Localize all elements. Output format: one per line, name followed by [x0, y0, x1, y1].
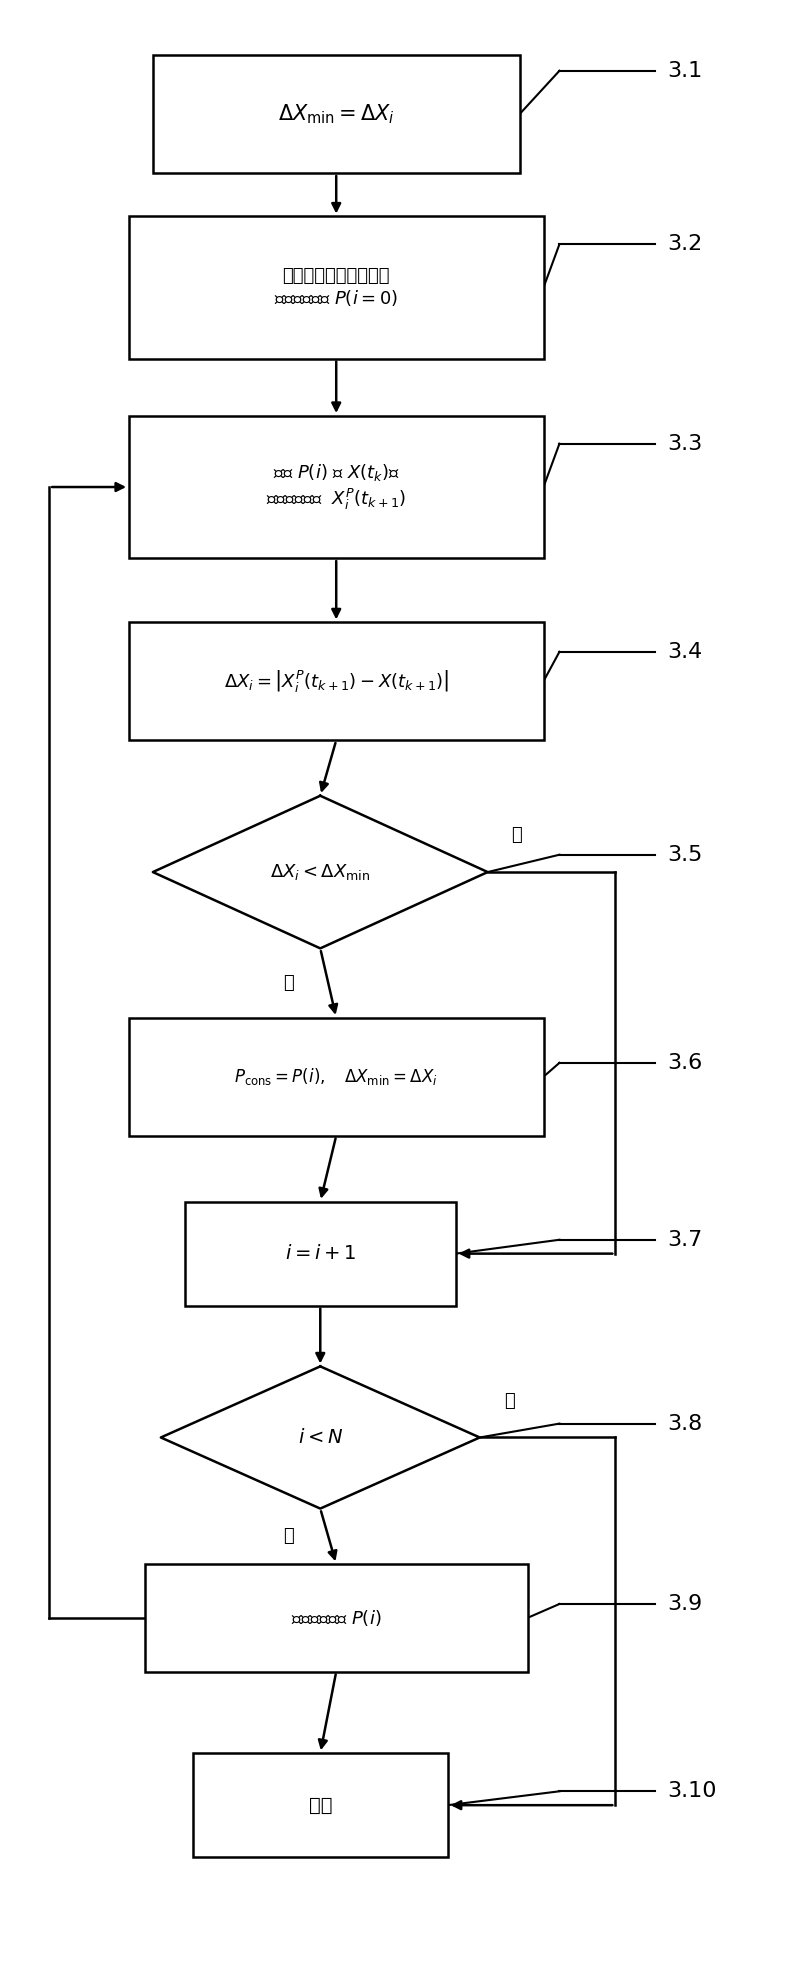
Bar: [129, 216, 543, 358]
Text: 结束: 结束: [309, 1796, 332, 1816]
Text: 3.4: 3.4: [667, 642, 702, 661]
Text: 否: 否: [512, 826, 522, 843]
Text: $P_{\mathrm{cons}} = P(i),\quad \Delta X_{\mathrm{min}} = \Delta X_i$: $P_{\mathrm{cons}} = P(i),\quad \Delta X…: [234, 1065, 438, 1087]
Bar: [129, 622, 543, 741]
Polygon shape: [153, 796, 488, 948]
Bar: [193, 1752, 448, 1857]
Text: $\Delta X_{\mathrm{min}} = \Delta X_i$: $\Delta X_{\mathrm{min}} = \Delta X_i$: [278, 103, 394, 127]
Bar: [129, 1018, 543, 1137]
Bar: [145, 1564, 527, 1671]
Polygon shape: [161, 1366, 480, 1509]
Text: 将参数初始值设置选为
混沌映射初值 $P(i=0)$: 将参数初始值设置选为 混沌映射初值 $P(i=0)$: [274, 267, 398, 309]
Text: 3.9: 3.9: [667, 1594, 702, 1614]
Text: 3.5: 3.5: [667, 845, 702, 865]
Text: 3.6: 3.6: [667, 1053, 702, 1073]
Text: 3.7: 3.7: [667, 1230, 702, 1249]
Text: 3.2: 3.2: [667, 234, 702, 253]
Text: 3.10: 3.10: [667, 1782, 717, 1802]
Text: 根据 $P(i)$ 和 $X(t_k)$预
测系统状态量  $X_i^P(t_{k+1})$: 根据 $P(i)$ 和 $X(t_k)$预 测系统状态量 $X_i^P(t_{k…: [266, 461, 406, 513]
Bar: [129, 416, 543, 558]
Bar: [185, 1202, 456, 1305]
Text: 是: 是: [283, 974, 294, 992]
Text: $i = i+1$: $i = i+1$: [285, 1243, 356, 1263]
Text: 是: 是: [283, 1527, 294, 1544]
Text: $\Delta X_i < \Delta X_{\mathrm{min}}$: $\Delta X_i < \Delta X_{\mathrm{min}}$: [270, 861, 370, 881]
Text: $i < N$: $i < N$: [298, 1428, 343, 1447]
Text: 否: 否: [504, 1392, 514, 1410]
Bar: [153, 55, 519, 172]
Text: 混沌映射产生 $P(i)$: 混沌映射产生 $P(i)$: [291, 1608, 382, 1628]
Text: 3.1: 3.1: [667, 61, 702, 81]
Text: 3.3: 3.3: [667, 434, 702, 453]
Text: 3.8: 3.8: [667, 1414, 702, 1434]
Text: $\Delta X_i = \left|X_i^P(t_{k+1}) - X(t_{k+1})\right|$: $\Delta X_i = \left|X_i^P(t_{k+1}) - X(t…: [223, 669, 449, 695]
